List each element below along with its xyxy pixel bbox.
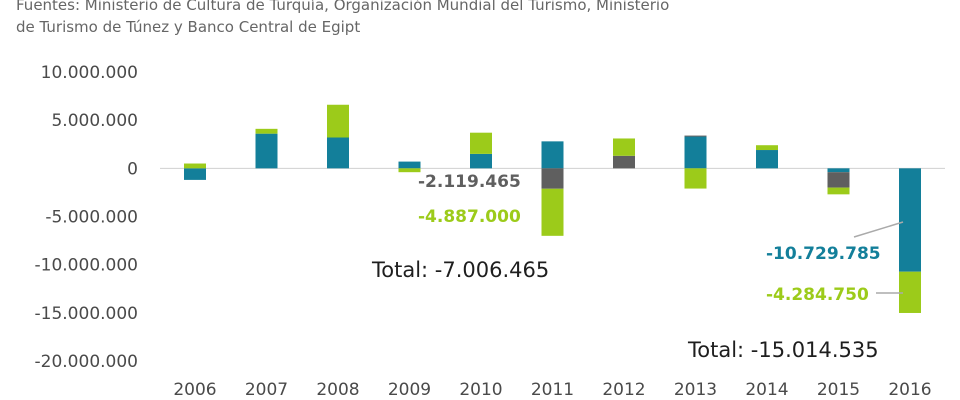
bar-segment-green-2016	[899, 271, 921, 313]
bar-segment-teal-2015	[827, 168, 850, 173]
x-tick-label: 2015	[817, 380, 860, 400]
bar-segment-green-2008	[327, 104, 349, 138]
bar-segment-gray-2013	[684, 135, 707, 137]
bar-segment-teal-2011	[541, 141, 564, 169]
bar-segment-teal-2010	[470, 153, 492, 169]
source-line-1: Fuentes: Ministerio de Cultura de Turquí…	[16, 0, 670, 14]
x-tick-label: 2013	[674, 380, 717, 400]
bar-segment-gray-2011	[541, 168, 564, 189]
annotation-2011-gray: -2.119.465	[418, 172, 521, 192]
annotation-layer: -2.119.465 -4.887.000 Total: -7.006.465 …	[371, 172, 904, 362]
bar-segment-teal-2006	[184, 168, 206, 180]
chart-source-note: Fuentes: Ministerio de Cultura de Turquí…	[16, 0, 669, 38]
x-tick-label: 2011	[531, 380, 574, 400]
y-tick-label: -5.000.000	[45, 208, 138, 228]
annotation-2011-total: Total: -7.006.465	[371, 258, 549, 282]
bar-segment-teal-2007	[255, 133, 278, 169]
bar-segment-green-2012	[613, 138, 635, 156]
y-tick-label: 5.000.000	[51, 111, 138, 131]
annotation-2011-green: -4.887.000	[418, 207, 521, 227]
source-line-2: de Turismo de Túnez y Banco Central de E…	[16, 18, 361, 36]
leader-line-2016-teal	[853, 221, 904, 238]
x-tick-label: 2006	[173, 380, 216, 400]
y-tick-label: 0	[127, 159, 138, 179]
x-tick-label: 2016	[888, 380, 931, 400]
annotation-2016-teal: -10.729.785	[766, 244, 881, 264]
x-tick-label: 2012	[602, 380, 645, 400]
bar-segment-gray-2015	[827, 172, 850, 188]
y-tick-label: -20.000.000	[35, 352, 138, 372]
bar-segment-green-2009	[398, 168, 421, 173]
x-tick-label: 2008	[316, 380, 359, 400]
bar-segment-green-2014	[756, 145, 778, 151]
bar-segment-teal-2009	[398, 161, 421, 169]
bar-segment-green-2013	[684, 168, 707, 189]
bar-segment-green-2006	[184, 163, 206, 169]
annotation-2016-green: -4.284.750	[766, 285, 869, 305]
y-tick-label: 10.000.000	[41, 63, 138, 83]
x-tick-label: 2009	[388, 380, 431, 400]
axis-layer: 10.000.000 5.000.000 0 -5.000.000 -10.000.00…	[35, 63, 945, 400]
x-tick-label: 2014	[745, 380, 788, 400]
bar-segment-green-2011	[541, 188, 564, 236]
bar-segment-teal-2013	[684, 136, 707, 169]
bar-segment-green-2007	[255, 128, 278, 134]
bar-segment-gray-2012	[613, 155, 635, 169]
y-tick-label: -15.000.000	[35, 304, 138, 324]
bar-layer	[184, 104, 921, 313]
bar-segment-teal-2008	[327, 137, 349, 169]
y-tick-label: -10.000.000	[35, 256, 138, 276]
bar-segment-teal-2016	[899, 168, 921, 272]
x-tick-label: 2010	[459, 380, 502, 400]
annotation-2016-total: Total: -15.014.535	[687, 338, 879, 362]
bar-segment-teal-2014	[756, 150, 778, 169]
bar-segment-green-2010	[470, 132, 492, 154]
bar-segment-green-2015	[827, 187, 850, 195]
x-tick-label: 2007	[245, 380, 288, 400]
